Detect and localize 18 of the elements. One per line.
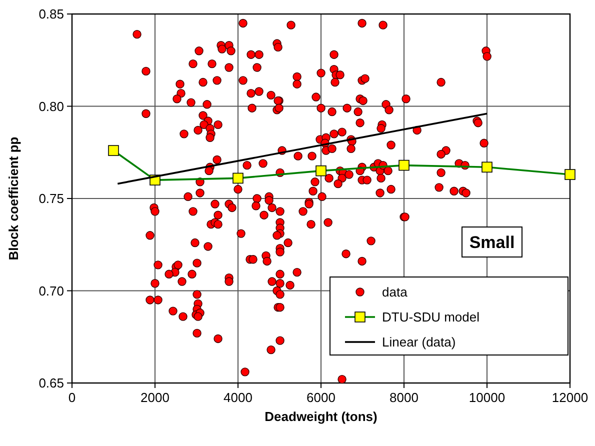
x-tick-label: 6000 bbox=[306, 390, 336, 405]
x-axis-title: Deadweight (tons) bbox=[264, 409, 378, 424]
y-axis-title: Block coefficient pp bbox=[6, 136, 21, 260]
x-tick-label: 12000 bbox=[552, 390, 588, 405]
legend-label: DTU-SDU model bbox=[382, 310, 480, 324]
x-tick-label: 2000 bbox=[140, 390, 170, 405]
annotation: Small bbox=[469, 233, 515, 252]
x-tick-label: 10000 bbox=[468, 390, 506, 405]
x-tick-label: 8000 bbox=[390, 390, 418, 405]
legend-label: data bbox=[382, 284, 408, 300]
y-tick-label: 0.85 bbox=[38, 6, 64, 22]
y-tick-label: 0.65 bbox=[38, 376, 64, 390]
legend-label: Linear (data) bbox=[382, 334, 456, 350]
y-tick-label: 0.70 bbox=[38, 283, 64, 298]
x-tick-label: 0 bbox=[68, 390, 76, 405]
y-tick-label: 0.80 bbox=[38, 98, 64, 114]
x-tick-label: 4000 bbox=[224, 390, 252, 405]
y-tick-label: 0.75 bbox=[38, 191, 64, 206]
